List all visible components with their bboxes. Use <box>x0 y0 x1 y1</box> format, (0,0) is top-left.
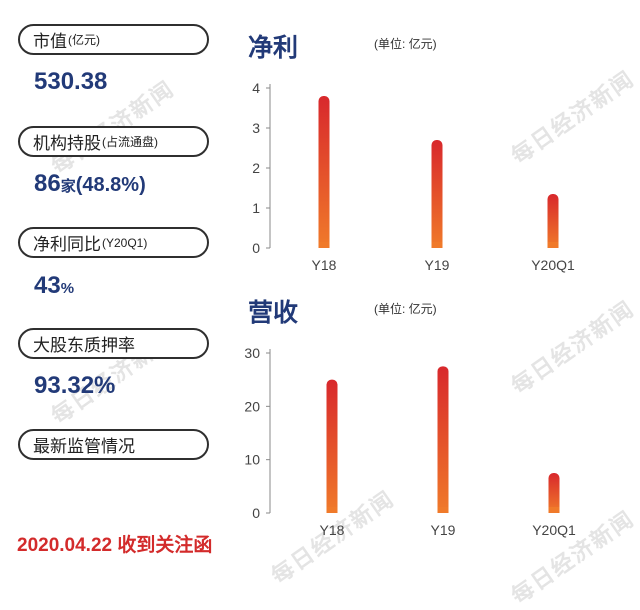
pledge-ratio-label: 大股东质押率 <box>33 336 135 355</box>
x-tick-label: Y20Q1 <box>531 257 575 273</box>
y-tick-label: 3 <box>252 120 260 136</box>
market-cap-value: 530.38 <box>34 68 107 96</box>
x-tick-label: Y18 <box>320 522 345 538</box>
institution-percent: (48.8%) <box>75 174 146 196</box>
market-cap-pill: 市值 (亿元) <box>18 24 209 55</box>
x-tick-label: Y18 <box>312 257 337 273</box>
chart-unit-revenue: (单位: 亿元) <box>374 302 437 316</box>
x-tick-label: Y19 <box>431 522 456 538</box>
profit-yoy-number: 43 <box>34 272 61 299</box>
pledge-ratio-value: 93.32% <box>34 372 115 400</box>
bar-base-Y18 <box>318 242 330 248</box>
notice-date-text: 2020.04.22 收到关注函 <box>17 535 213 556</box>
chart-title-net-profit: 净利 <box>248 34 299 62</box>
chart-unit-net-profit: (单位: 亿元) <box>374 37 437 51</box>
y-tick-label: 2 <box>252 160 260 176</box>
y-tick-label: 0 <box>252 505 260 521</box>
profit-yoy-label: 净利同比 <box>33 235 101 254</box>
bar-base-Y20Q1 <box>547 242 559 248</box>
pledge-ratio-number: 93.32% <box>34 372 116 399</box>
market-cap-label: 市值 <box>33 32 67 51</box>
y-tick-label: 4 <box>252 80 260 96</box>
pledge-ratio-pill: 大股东质押率 <box>18 328 209 359</box>
revenue-chart: 0 10 20 30 Y18 Y19 Y20Q1 <box>244 345 576 538</box>
bar-base-Y19 <box>431 242 443 248</box>
market-cap-number: 530.38 <box>34 68 108 95</box>
bar-Y18 <box>326 379 338 513</box>
x-tick-label: Y20Q1 <box>532 522 576 538</box>
bar-Y19 <box>431 140 443 248</box>
regulatory-status-pill[interactable]: 最新监管情况 <box>18 429 209 460</box>
y-tick-label: 1 <box>252 200 260 216</box>
institution-holding-label: 机构持股 <box>33 134 101 153</box>
net-profit-chart: 0 1 2 3 4 Y18 Y19 Y20Q1 <box>252 80 575 273</box>
y-tick-label: 30 <box>244 345 260 361</box>
bar-Y19 <box>437 366 449 513</box>
y-tick-label: 20 <box>244 398 260 414</box>
institution-count: 86 <box>34 170 61 197</box>
institution-unit: 家 <box>60 178 76 195</box>
bar-Y18 <box>318 96 330 248</box>
profit-yoy-value: 43% <box>34 272 74 300</box>
y-tick-label: 0 <box>252 240 260 256</box>
bar-Y20Q1 <box>548 473 560 513</box>
profit-yoy-unit: % <box>60 280 75 297</box>
regulatory-status-label: 最新监管情况 <box>33 437 135 456</box>
chart-title-revenue: 营收 <box>248 299 299 327</box>
bar-base-Y19 <box>437 507 449 513</box>
bar-base-Y18 <box>326 507 338 513</box>
bar-base-Y20Q1 <box>548 507 560 513</box>
profit-yoy-pill: 净利同比 (Y20Q1) <box>18 227 209 258</box>
institution-holding-pill: 机构持股 (占流通盘) <box>18 126 209 157</box>
y-tick-label: 10 <box>244 452 260 468</box>
bar-Y20Q1 <box>547 194 559 248</box>
profit-yoy-sub: (Y20Q1) <box>102 235 148 250</box>
x-tick-label: Y19 <box>425 257 450 273</box>
institution-holding-sub: (占流通盘) <box>102 135 158 149</box>
institution-holding-value: 86家(48.8%) <box>34 170 146 198</box>
market-cap-sub: (亿元) <box>68 33 100 47</box>
